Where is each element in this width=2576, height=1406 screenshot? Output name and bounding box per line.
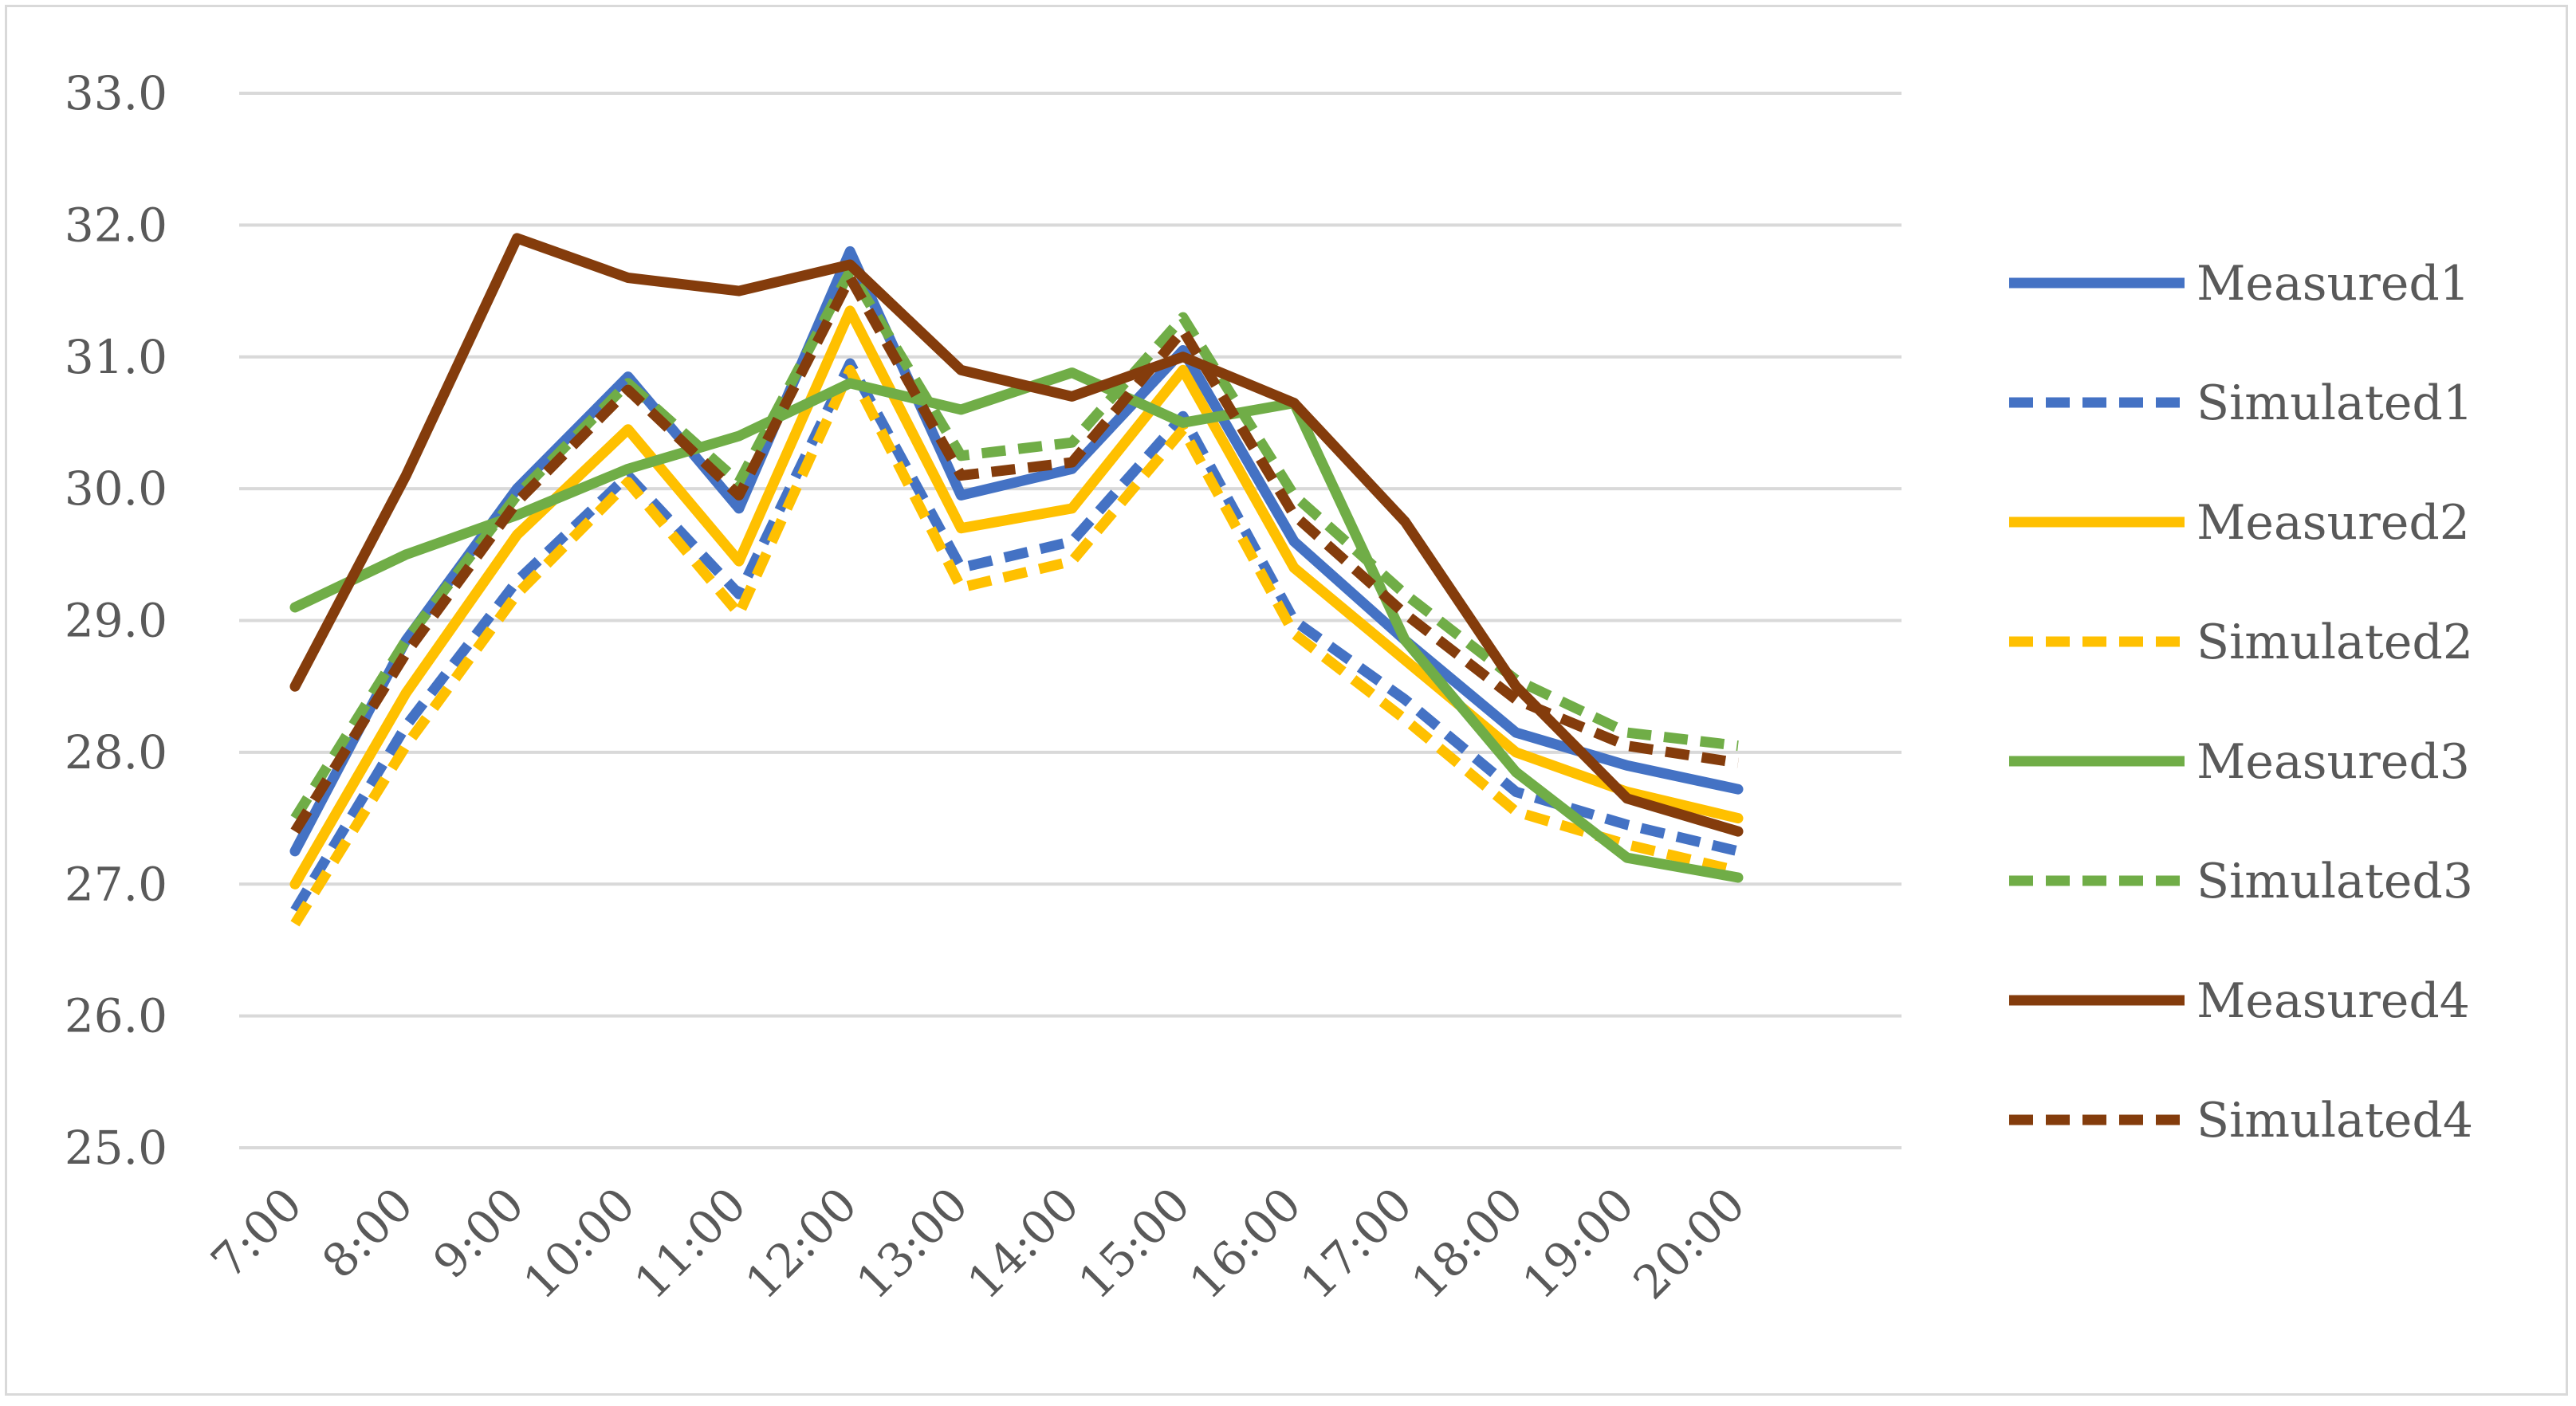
legend-label-simulated3: Simulated3	[2196, 854, 2473, 909]
series-line-simulated3	[290, 265, 1739, 822]
legend-label-measured2: Measured2	[2196, 495, 2470, 551]
y-tick-label: 29.0	[65, 594, 167, 648]
y-tick-label: 32.0	[65, 198, 167, 252]
legend-label-measured1: Measured1	[2196, 256, 2470, 312]
series-line-simulated1	[290, 358, 1740, 913]
legend-label-measured4: Measured4	[2196, 973, 2470, 1029]
y-tick-label: 33.0	[65, 66, 167, 120]
y-tick-label: 31.0	[65, 330, 167, 384]
series-line-measured3	[289, 367, 1744, 883]
series-lines	[289, 233, 1744, 927]
y-tick-label: 30.0	[65, 461, 167, 516]
series-line-measured2	[289, 305, 1744, 890]
legend-label-simulated1: Simulated1	[2196, 375, 2473, 431]
y-tick-label: 27.0	[65, 857, 167, 911]
legend-label-measured3: Measured3	[2196, 734, 2470, 790]
series-line-simulated2	[290, 364, 1740, 927]
legend-label-simulated4: Simulated4	[2196, 1093, 2473, 1149]
y-tick-label: 26.0	[65, 989, 167, 1043]
chart-border	[5, 5, 2568, 1396]
series-line-simulated4	[290, 273, 1739, 835]
y-axis-ticks: 25.0 26.0 27.0 28.0 29.0 30.0 31.0 32.0 33.0	[65, 66, 167, 1175]
legend: Measured1 Simulated1 Measured2 Simulated2 Me…	[2009, 256, 2473, 1149]
y-tick-label: 28.0	[65, 725, 167, 780]
legend-label-simulated2: Simulated2	[2196, 615, 2473, 670]
series-line-measured4	[289, 233, 1744, 837]
y-tick-label: 25.0	[65, 1121, 167, 1175]
